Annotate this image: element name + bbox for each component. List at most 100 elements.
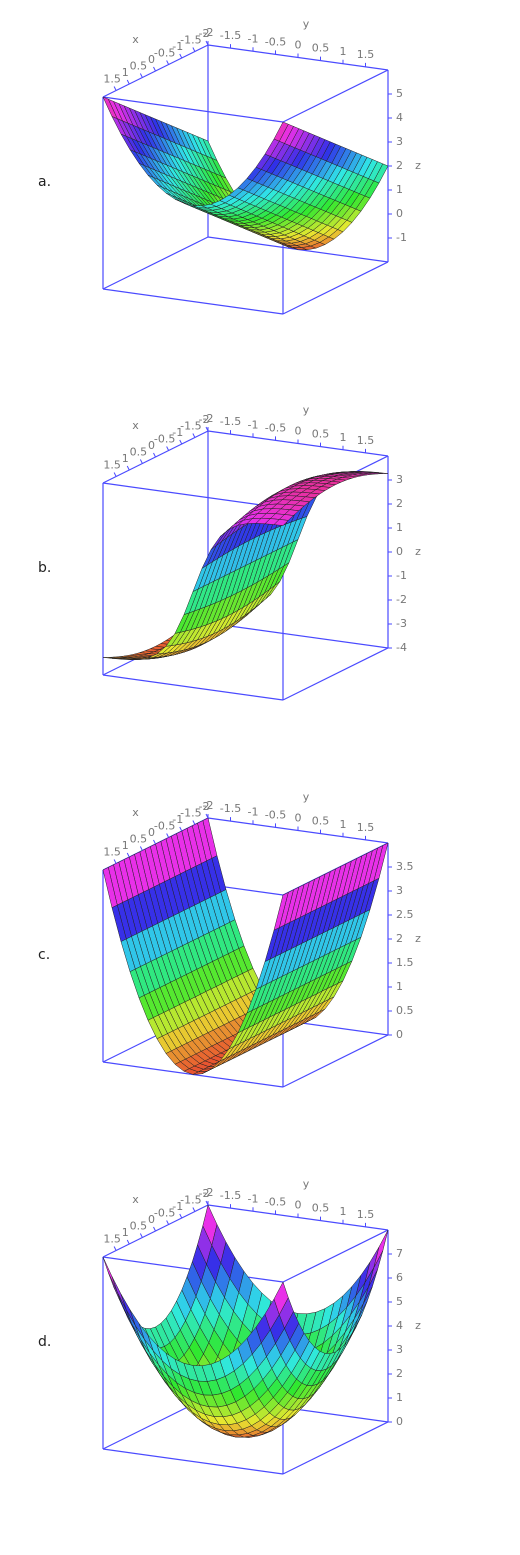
x-tick-label: 0 — [148, 1213, 155, 1226]
box-edge — [102, 674, 284, 701]
x-tick-label: -2 — [199, 413, 210, 426]
surface-patch — [273, 891, 289, 931]
x-tick-label: 0.5 — [130, 60, 148, 73]
y-tick-label: -2 — [203, 412, 214, 425]
x-tick — [139, 73, 143, 78]
x-tick-label: 1 — [122, 66, 129, 79]
y-tick-label: 0 — [295, 812, 302, 825]
y-tick-label: -2 — [203, 1186, 214, 1199]
y-tick-label: -2 — [203, 799, 214, 812]
box-edge — [102, 96, 284, 123]
y-axis-title: y — [303, 791, 310, 804]
x-tick-label: 0.5 — [130, 833, 148, 846]
y-tick-label: 1.5 — [357, 434, 375, 447]
box-edge — [102, 236, 209, 290]
box-edge — [282, 1229, 389, 1283]
y-tick-label: 1.5 — [357, 48, 375, 61]
z-tick-label: 6 — [396, 1271, 403, 1284]
z-tick-label: 5 — [396, 1295, 403, 1308]
z-tick-label: 3 — [396, 1343, 403, 1356]
x-tick-label: 0 — [148, 439, 155, 452]
y-tick-label: -1.5 — [220, 415, 241, 428]
y-tick-label: -1 — [248, 32, 259, 45]
z-tick-label: 0 — [396, 207, 403, 220]
surface-plot: 1.5 1 0.5 0-0.5-1-1.5-2-2 -1.5 -1 -0.5 0 0.5 1 1.5… — [38, 1178, 421, 1475]
box-edge — [282, 261, 389, 315]
z-tick-label: -2 — [396, 593, 407, 606]
x-tick — [153, 66, 156, 72]
x-tick-label: -2 — [199, 800, 210, 813]
x-tick — [113, 859, 117, 864]
y-tick-label: -2 — [203, 26, 214, 39]
y-tick-label: 0 — [295, 39, 302, 52]
x-tick — [192, 47, 196, 52]
x-tick — [153, 1226, 156, 1232]
z-tick-label: 2 — [396, 497, 403, 510]
x-tick-label: -1.5 — [180, 1194, 201, 1207]
x-tick-label: -0.5 — [154, 47, 175, 60]
z-tick-label: 3 — [396, 135, 403, 148]
x-tick — [139, 1233, 143, 1238]
y-tick-label: -0.5 — [265, 808, 286, 821]
x-tick — [192, 433, 196, 438]
z-tick-label: 2.5 — [396, 908, 414, 921]
z-tick-label: 4 — [396, 1319, 403, 1332]
z-tick-label: 2 — [396, 159, 403, 172]
z-tick-label: 3 — [396, 473, 403, 486]
x-tick-label: 0.5 — [130, 1220, 148, 1233]
z-axis-title: z — [415, 545, 421, 558]
x-tick-label: -1 — [172, 426, 183, 439]
z-tick-label: 3 — [396, 884, 403, 897]
x-tick — [166, 833, 170, 838]
z-tick-label: 1 — [396, 1391, 403, 1404]
z-tick-label: -1 — [396, 569, 407, 582]
y-tick-label: -1 — [248, 805, 259, 818]
z-tick-label: 7 — [396, 1247, 403, 1260]
x-tick-label: -2 — [199, 27, 210, 40]
x-tick-label: -1 — [172, 1200, 183, 1213]
box-edge — [102, 482, 284, 509]
x-tick — [113, 1246, 117, 1251]
z-tick-label: 0 — [396, 1028, 403, 1041]
x-tick — [113, 86, 117, 91]
x-tick-label: -0.5 — [154, 433, 175, 446]
y-tick-label: 0.5 — [312, 815, 330, 828]
y-tick-label: -1.5 — [220, 29, 241, 42]
y-tick-label: -1.5 — [220, 802, 241, 815]
z-tick-label: 1.5 — [396, 956, 414, 969]
x-tick — [166, 1220, 170, 1225]
y-tick-label: 0.5 — [312, 1202, 330, 1215]
y-tick-label: 1 — [340, 1205, 347, 1218]
y-axis-title: y — [303, 404, 310, 417]
surface-patch — [273, 1281, 289, 1316]
x-axis-title: x — [132, 806, 139, 819]
x-axis-title: x — [132, 419, 139, 432]
x-tick-label: -1 — [172, 40, 183, 53]
x-tick — [153, 452, 156, 458]
surface-plot: 1.5 1 0.5 0-0.5-1-1.5-2-2 -1.5 -1 -0.5 0 0.5 1 1.5… — [38, 18, 421, 315]
x-tick-label: 0.5 — [130, 446, 148, 459]
box-edge — [102, 1448, 284, 1475]
x-tick — [192, 1207, 196, 1212]
z-tick-label: 4 — [396, 111, 403, 124]
x-tick — [179, 53, 183, 59]
surface-plot: 1.5 1 0.5 0-0.5-1-1.5-2-2 -1.5 -1 -0.5 0 0.5 1 1.5… — [38, 791, 421, 1088]
x-tick-label: 1 — [122, 1226, 129, 1239]
x-tick-label: 1.5 — [103, 73, 121, 86]
y-tick-label: 0 — [295, 425, 302, 438]
z-tick-label: 5 — [396, 87, 403, 100]
x-tick — [192, 820, 196, 825]
panel-label: b. — [38, 560, 51, 576]
x-tick-label: -1 — [172, 813, 183, 826]
y-tick-label: 1.5 — [357, 821, 375, 834]
y-axis-title: y — [303, 18, 310, 31]
x-tick-label: 1 — [122, 452, 129, 465]
y-tick-label: 1 — [340, 818, 347, 831]
surface-patch — [111, 1276, 127, 1310]
x-tick — [139, 459, 143, 464]
x-axis-title: x — [132, 1193, 139, 1206]
x-tick-label: -0.5 — [154, 820, 175, 833]
y-axis-title: y — [303, 1178, 310, 1191]
z-tick-label: 0.5 — [396, 1004, 414, 1017]
x-tick — [166, 60, 170, 65]
